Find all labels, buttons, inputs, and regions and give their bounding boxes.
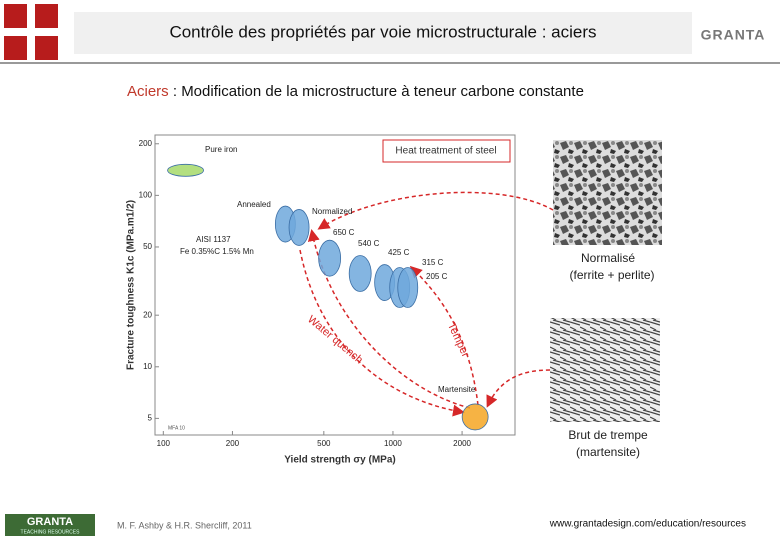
caption: Normalisé: [581, 251, 635, 265]
data-point: [397, 267, 419, 308]
point-label: Pure iron: [205, 145, 237, 154]
footer-logo: GRANTA: [27, 516, 73, 528]
point-label: 205 C: [426, 272, 448, 281]
chart-title-box: [382, 139, 511, 163]
y-axis-title: Fracture toughness K1c (MPa.m1/2): [126, 200, 137, 370]
temper-arrow: [409, 265, 479, 406]
data-point: [288, 209, 310, 246]
y-tick-label: 5: [148, 413, 153, 422]
point-label: Annealed: [237, 200, 271, 209]
x-axis-title: Yield strength σy (MPa): [284, 455, 395, 466]
subtitle-lead: Aciers: [127, 83, 169, 100]
subtitle: Aciers : Modification de la microstructu…: [127, 83, 584, 100]
link-arrow: [486, 369, 551, 408]
data-point: [318, 239, 342, 277]
point-label: 650 C: [333, 228, 355, 237]
crest-cross: [4, 4, 58, 60]
quench-arrow: [299, 249, 465, 417]
footer-logo-box: [5, 514, 95, 536]
logo: GRANTA: [701, 27, 766, 43]
x-tick-label: 1000: [384, 439, 402, 448]
title-box: [74, 12, 692, 54]
credit: M. F. Ashby & H.R. Shercliff, 2011: [117, 520, 252, 530]
chart-title: Heat treatment of steel: [395, 146, 496, 157]
plot-area: [154, 134, 516, 436]
annotation: Fe 0.35%C 1.5% Mn: [180, 247, 254, 256]
point-label: 315 C: [422, 258, 444, 267]
data-point: [461, 403, 489, 431]
y-tick-label: 20: [143, 310, 152, 319]
url: www.grantadesign.com/education/resources: [549, 519, 746, 530]
micrograph-martensite: [550, 318, 660, 422]
point-label: Normalized: [312, 207, 352, 216]
data-point: [167, 163, 204, 177]
data-point: [348, 255, 372, 292]
y-tick-label: 50: [143, 242, 152, 251]
x-tick-label: 2000: [453, 439, 471, 448]
slide-title: Contrôle des propriétés par voie microst…: [169, 22, 596, 41]
quench-arrow: [307, 229, 471, 409]
point-label: Martensite: [438, 385, 476, 394]
annotation: MFA 10: [168, 425, 185, 431]
caption: (ferrite + perlite): [569, 268, 654, 282]
x-tick-label: 500: [317, 439, 331, 448]
footer-logo-sub: TEACHING RESOURCES: [21, 529, 81, 535]
link-arrow: [317, 191, 554, 230]
y-tick-label: 10: [143, 362, 152, 371]
point-label: 425 C: [388, 248, 410, 257]
micrograph-normalized: [553, 140, 662, 245]
caption: Brut de trempe: [568, 428, 648, 442]
annotation: AISI 1137: [196, 235, 231, 244]
y-tick-label: 100: [139, 190, 153, 199]
subtitle-rest: : Modification de la microstructure à te…: [169, 83, 584, 100]
y-tick-label: 200: [139, 139, 153, 148]
x-tick-label: 200: [226, 439, 240, 448]
x-tick-label: 100: [157, 439, 171, 448]
point-label: 540 C: [358, 239, 380, 248]
caption: (martensite): [576, 445, 640, 459]
